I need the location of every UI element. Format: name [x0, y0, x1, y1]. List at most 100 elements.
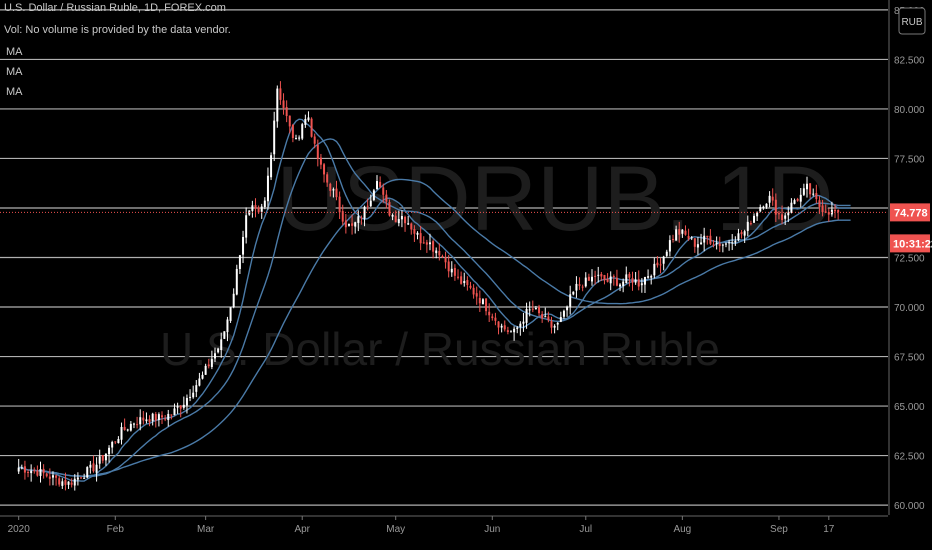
candle-body [541, 314, 544, 319]
candle-body [136, 424, 139, 426]
candle-body [556, 322, 559, 325]
candle-body [494, 317, 497, 321]
candle-body [363, 206, 366, 219]
candle-body [603, 275, 606, 281]
candle-body [204, 365, 207, 375]
candle-body [319, 157, 322, 165]
candle-body [597, 274, 600, 276]
candle-body [232, 293, 235, 308]
candle-body [774, 199, 777, 215]
candle-body [372, 190, 375, 200]
candle-body [86, 467, 89, 478]
time-tick-label: Apr [294, 524, 310, 535]
candle-body [466, 280, 469, 286]
candle-body [313, 136, 316, 144]
candle-body [210, 359, 213, 367]
candle-body [51, 475, 54, 478]
candle-body [27, 471, 30, 473]
price-axis[interactable]: 60.00062.50065.00067.50070.00072.50075.0… [888, 0, 925, 515]
candle-body [687, 236, 690, 239]
candle-body [441, 256, 444, 258]
candle-body [728, 242, 731, 244]
candle-body [481, 299, 484, 305]
chart-title[interactable]: U.S. Dollar / Russian Ruble, 1D, FOREX.c… [4, 2, 226, 14]
candle-body [562, 310, 565, 317]
candle-body [438, 251, 441, 256]
candle-body [242, 236, 245, 255]
candle-body [799, 194, 802, 202]
candle-body [70, 482, 73, 485]
price-tick-label: 62.500 [894, 452, 925, 463]
candle-body [793, 200, 796, 204]
candle-body [157, 414, 160, 420]
ma-label-1[interactable]: MA [6, 46, 23, 58]
ma-label-2[interactable]: MA [6, 66, 23, 78]
candle-body [662, 256, 665, 264]
candle-body [684, 230, 687, 235]
candle-body [263, 200, 266, 207]
candle-body [428, 242, 431, 245]
candle-body [643, 277, 646, 285]
candle-body [718, 243, 721, 247]
candle-body [606, 278, 609, 282]
candle-body [647, 276, 650, 278]
candle-body [615, 277, 618, 286]
candle-body [126, 429, 129, 431]
candle-body [64, 479, 67, 485]
candle-body [30, 470, 33, 474]
candle-body [746, 221, 749, 231]
currency-badge-label: RUB [901, 17, 922, 28]
price-tick-label: 70.000 [894, 303, 925, 314]
candle-body [61, 481, 64, 486]
candle-body [407, 223, 410, 225]
candle-body [39, 468, 42, 476]
candle-body [457, 276, 460, 278]
candle-body [447, 261, 450, 272]
candle-body [743, 231, 746, 236]
candle-body [329, 183, 332, 191]
candle-body [762, 206, 765, 209]
candle-body [185, 397, 188, 406]
candle-body [734, 241, 737, 243]
candle-body [151, 413, 154, 422]
candle-body [189, 396, 192, 398]
candle-body [213, 353, 216, 359]
candle-body [419, 233, 422, 244]
candle-body [111, 441, 114, 448]
candle-body [721, 244, 724, 246]
candle-body [108, 447, 111, 455]
candle-body [295, 138, 297, 140]
currency-badge[interactable]: RUB [898, 7, 926, 35]
candle-body [42, 468, 45, 474]
candle-body [653, 263, 656, 276]
candle-body [288, 115, 291, 127]
candle-body [609, 276, 612, 284]
candle-body [192, 392, 195, 398]
candle-body [450, 268, 453, 273]
candle-body [282, 100, 285, 109]
candle-body [154, 413, 157, 421]
ma-label-3[interactable]: MA [6, 86, 23, 98]
price-tick-label: 80.000 [894, 105, 925, 116]
time-axis[interactable]: 2020 Feb Mar Apr May Jun Jul Aug Sep 17 [0, 515, 888, 535]
candle-body [80, 477, 83, 479]
candle-body [170, 414, 173, 416]
candle-body [591, 276, 593, 282]
candle-body [291, 124, 294, 138]
candle-body [475, 293, 478, 297]
candle-body [756, 212, 759, 217]
candle-body [217, 348, 220, 353]
candle-body [753, 215, 756, 223]
candle-body [238, 255, 241, 269]
candle-body [92, 463, 95, 472]
candle-body [488, 311, 491, 316]
candle-body [413, 229, 416, 234]
volume-note: Vol: No volume is provided by the data v… [4, 24, 231, 36]
candle-body [397, 219, 400, 224]
candle-body [235, 268, 238, 295]
candle-body [509, 331, 512, 333]
candle-body [145, 419, 148, 422]
candle-body [650, 276, 653, 278]
